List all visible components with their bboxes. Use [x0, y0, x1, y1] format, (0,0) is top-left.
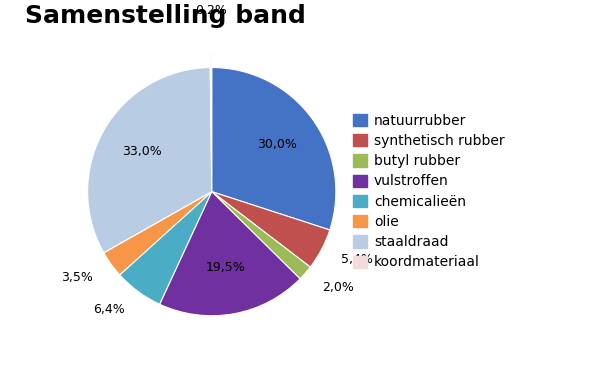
Text: 0,2%: 0,2%	[195, 4, 226, 18]
Wedge shape	[212, 68, 336, 230]
Text: 5,4%: 5,4%	[341, 253, 373, 266]
Text: 33,0%: 33,0%	[122, 145, 162, 158]
Wedge shape	[104, 192, 212, 275]
Legend: natuurrubber, synthetisch rubber, butyl rubber, vulstroffen, chemicalieën, olie,: natuurrubber, synthetisch rubber, butyl …	[349, 110, 509, 274]
Wedge shape	[212, 192, 330, 267]
Text: 19,5%: 19,5%	[206, 261, 246, 274]
Wedge shape	[210, 53, 212, 177]
Wedge shape	[212, 192, 310, 279]
Text: 3,5%: 3,5%	[61, 271, 93, 284]
Text: 30,0%: 30,0%	[257, 138, 297, 151]
Title: Samenstelling band: Samenstelling band	[25, 4, 306, 28]
Wedge shape	[120, 192, 212, 304]
Text: 2,0%: 2,0%	[322, 281, 354, 294]
Wedge shape	[88, 68, 212, 253]
Text: 6,4%: 6,4%	[93, 303, 125, 316]
Wedge shape	[160, 192, 300, 316]
